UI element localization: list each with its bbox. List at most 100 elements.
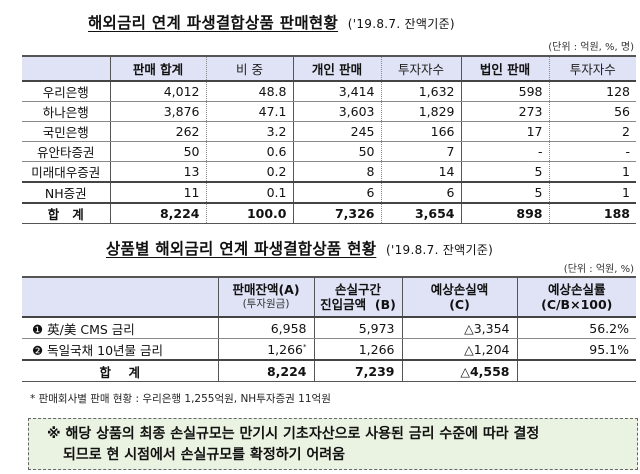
- individual-sales: 3,603: [292, 101, 381, 122]
- seller-name: 하나은행: [22, 101, 110, 122]
- individual-investors: 166: [380, 121, 461, 142]
- corporate-investors: -: [548, 141, 636, 162]
- table-row: 우리은행 4,012 48.8 3,414 1,632 598 128: [22, 81, 636, 102]
- loss-entry-amount: 7,239: [313, 360, 402, 382]
- seller-name: 우리은행: [22, 81, 110, 102]
- corporate-investors: 2: [548, 121, 636, 142]
- total-label: 합 계: [22, 203, 110, 224]
- share: 47.1: [205, 101, 293, 122]
- sales-value: 1,266: [267, 341, 303, 357]
- header-line2: (C): [449, 297, 470, 312]
- seller-name: 미래대우증권: [22, 161, 110, 183]
- seller-name: 유안타증권: [22, 141, 110, 162]
- corporate-sales: 598: [460, 81, 549, 102]
- individual-sales: 245: [292, 121, 381, 142]
- product-status-table: 판매잔액(A) (투자원금) 손실구간 진입금액 (B) 예상손실액 (C) 예…: [22, 276, 636, 382]
- note-box: ※ 해당 상품의 최종 손실규모는 만기시 기초자산으로 사용된 금리 수준에 …: [28, 418, 638, 470]
- header-line2: (투자원금): [242, 298, 290, 310]
- share: 48.8: [205, 81, 293, 102]
- expected-loss-rate: 95.1%: [516, 338, 636, 361]
- seller-name: NH증권: [22, 182, 110, 204]
- header-expected-loss-rate: 예상손실률 (C/B×100): [516, 276, 636, 318]
- total-sales: 262: [109, 121, 206, 142]
- individual-sales: 7,326: [292, 203, 381, 224]
- header-individual-sales: 개인 판매: [292, 55, 381, 82]
- table2-title: 상품별 해외금리 연계 파생결합상품 현황 ('19.8.7. 잔액기준): [106, 237, 493, 259]
- table2-unit: (단위 : 억원, %): [563, 264, 634, 275]
- individual-sales: 6: [292, 182, 381, 204]
- total-sales: 3,876: [109, 101, 206, 122]
- corporate-investors: 1: [548, 182, 636, 204]
- expected-loss: △4,558: [401, 360, 517, 382]
- individual-investors: 1,829: [380, 101, 461, 122]
- header-share: 비 중: [205, 55, 293, 82]
- seller-name: 국민은행: [22, 121, 110, 142]
- individual-investors: 6: [380, 182, 461, 204]
- individual-investors: 1,632: [380, 81, 461, 102]
- table-row: 유안타증권 50 0.6 50 7 - -: [22, 141, 636, 162]
- corporate-sales: 5: [460, 182, 549, 204]
- header-total-sales: 판매 합계: [109, 55, 206, 82]
- total-sales: 4,012: [109, 81, 206, 102]
- product-label: ❶ 英/美 CMS 금리: [22, 317, 218, 339]
- share: 0.6: [205, 141, 293, 162]
- header-corporate-sales: 법인 판매: [460, 55, 549, 82]
- header-blank: [22, 55, 110, 82]
- table2-title-main: 상품별 해외금리 연계 파생결합상품 현황: [106, 240, 377, 258]
- table1-title: 해외금리 연계 파생결합상품 판매현황 ('19.8.7. 잔액기준): [88, 11, 455, 33]
- table-row: ❷ 독일국채 10년물 금리 1,266* 1,266 △1,204 95.1%: [22, 338, 636, 361]
- total-sales: 8,224: [109, 203, 206, 224]
- header-expected-loss: 예상손실액 (C): [401, 276, 517, 318]
- table2-title-date: ('19.8.7. 잔액기준): [386, 243, 494, 257]
- table1-header-row: 판매 합계 비 중 개인 판매 투자자수 법인 판매 투자자수: [22, 55, 636, 82]
- share: 0.2: [205, 161, 293, 183]
- corporate-sales: 273: [460, 101, 549, 122]
- header-line2: 진입금액 (B): [320, 297, 396, 312]
- total-sales: 50: [109, 141, 206, 162]
- header-line1: 예상손실액: [430, 282, 489, 297]
- header-line1: 손실구간: [334, 282, 381, 297]
- header-individual-investors: 투자자수: [380, 55, 461, 82]
- footnote-mark: *: [303, 342, 307, 351]
- table-row: 국민은행 262 3.2 245 166 17 2: [22, 121, 636, 142]
- table2-header-row: 판매잔액(A) (투자원금) 손실구간 진입금액 (B) 예상손실액 (C) 예…: [22, 276, 636, 318]
- sales-balance: 8,224: [217, 360, 314, 382]
- header-line2: (C/B×100): [541, 297, 613, 312]
- loss-entry-amount: 5,973: [313, 317, 402, 339]
- total-sales: 11: [109, 182, 206, 204]
- table2-total-row: 합 계 8,224 7,239 △4,558: [22, 360, 636, 382]
- note-line1: ※ 해당 상품의 최종 손실규모는 만기시 기초자산으로 사용된 금리 수준에 …: [47, 426, 540, 442]
- individual-investors: 3,654: [380, 203, 461, 224]
- header-corporate-investors: 투자자수: [548, 55, 636, 82]
- share: 3.2: [205, 121, 293, 142]
- header-line1: 예상손실률: [547, 282, 606, 297]
- sales-balance: 6,958: [217, 317, 314, 339]
- total-label: 합 계: [22, 360, 218, 382]
- expected-loss-rate: [516, 360, 636, 382]
- product-label: ❷ 독일국채 10년물 금리: [22, 338, 218, 361]
- loss-entry-amount: 1,266: [313, 338, 402, 361]
- expected-loss: △3,354: [401, 317, 517, 339]
- sales-value: 6,958: [270, 320, 307, 336]
- table-row: NH증권 11 0.1 6 6 5 1: [22, 182, 636, 204]
- table1-title-main: 해외금리 연계 파생결합상품 판매현황: [88, 14, 339, 32]
- corporate-investors: 1: [548, 161, 636, 183]
- corporate-sales: 5: [460, 161, 549, 183]
- table1-unit: (단위 : 억원, %, 명): [548, 42, 634, 53]
- corporate-sales: -: [460, 141, 549, 162]
- note-line2: 되므로 현 시점에서 손실규모를 확정하기 어려움: [63, 447, 345, 463]
- individual-sales: 8: [292, 161, 381, 183]
- footnote: * 판매회사별 판매 현황 : 우리은행 1,255억원, NH투자증권 11억…: [30, 393, 331, 405]
- individual-investors: 14: [380, 161, 461, 183]
- corporate-sales: 17: [460, 121, 549, 142]
- header-loss-entry-amount: 손실구간 진입금액 (B): [313, 276, 402, 318]
- table1-total-row: 합 계 8,224 100.0 7,326 3,654 898 188: [22, 203, 636, 224]
- sales-balance: 1,266*: [217, 338, 314, 361]
- expected-loss-rate: 56.2%: [516, 317, 636, 339]
- corporate-investors: 188: [548, 203, 636, 224]
- sales-status-table: 판매 합계 비 중 개인 판매 투자자수 법인 판매 투자자수 우리은행 4,0…: [22, 55, 636, 224]
- share: 0.1: [205, 182, 293, 204]
- total-sales: 13: [109, 161, 206, 183]
- table-row: 미래대우증권 13 0.2 8 14 5 1: [22, 161, 636, 183]
- corporate-investors: 56: [548, 101, 636, 122]
